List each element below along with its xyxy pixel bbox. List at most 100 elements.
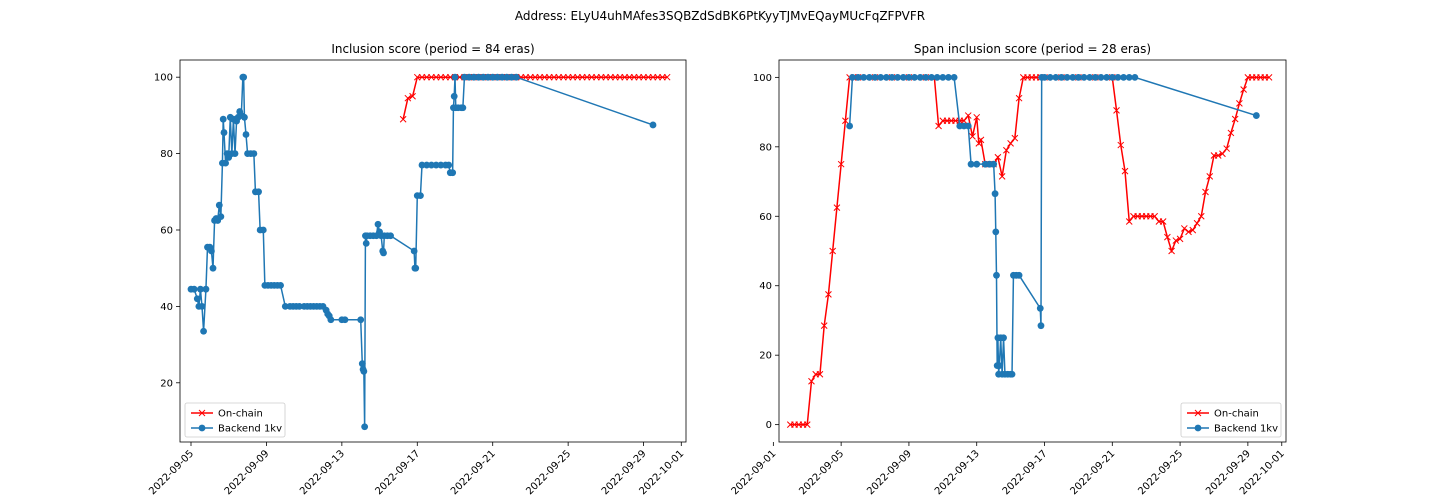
legend-label: Backend 1kv [1214,424,1278,435]
x-tick-label: 2022-09-05 [147,448,196,497]
data-point [1007,139,1014,147]
data-point [1202,188,1209,196]
data-point [432,161,440,169]
data-point [894,73,902,81]
data-point [1223,145,1231,152]
x-tick-label: 2022-09-13 [933,448,982,497]
data-point [950,73,958,81]
data-point [564,73,572,81]
data-point [1086,73,1094,81]
legend-marker [198,409,206,417]
data-point [849,73,856,81]
data-point [860,73,868,81]
data-point [545,73,553,81]
data-point [975,139,983,147]
data-point [1120,73,1127,81]
data-point [922,73,930,81]
data-point [1185,228,1192,236]
data-point [659,73,666,81]
onchain-series [786,74,1273,428]
data-point [1003,146,1010,154]
data-point [973,160,981,168]
data-point [816,370,824,378]
data-point [1015,94,1023,102]
data-point [829,247,837,255]
data-point [423,161,431,169]
data-point [190,285,198,293]
data-point [461,73,468,81]
data-point [569,73,577,81]
data-point [1069,73,1077,81]
data-point [583,73,591,81]
backend-1kv-series [187,73,657,431]
data-point [990,160,998,168]
data-point [1151,212,1159,220]
data-point [1125,73,1133,81]
data-point [423,73,431,81]
data-point [1180,225,1188,232]
legend: On-chain Backend 1kv [184,402,286,438]
data-point [255,188,262,196]
data-point [437,73,445,81]
data-point [531,73,539,81]
x-tick-label: 2022-09-09 [865,448,914,497]
data-point [649,121,657,129]
backend-1kv-series [846,73,1260,378]
data-point [242,131,250,138]
y-tick-label: 0 [766,420,772,431]
y-tick-label: 100 [154,73,173,84]
data-point [977,136,985,144]
data-point [973,113,981,121]
legend: On-chain Backend 1kv [1180,402,1282,438]
data-point [418,73,426,81]
chart-title: Inclusion score (period = 84 eras) [331,42,534,56]
data-point [1214,152,1222,159]
data-point [888,73,896,81]
y-tick-label: 80 [759,142,772,153]
data-point [445,161,453,169]
data-point [374,220,382,228]
data-point [198,302,206,310]
data-point [644,73,652,81]
data-point [1125,218,1133,225]
legend-label: On-chain [1214,409,1259,420]
data-point [882,73,890,81]
x-tick-label: 2022-09-01 [730,448,779,497]
data-point [219,115,227,123]
x-tick-label: 2022-09-17 [1001,448,1050,497]
y-tick-label: 80 [160,149,173,160]
legend-marker [1194,424,1202,432]
data-point [197,285,204,293]
data-point [193,295,201,303]
data-point [1252,112,1260,119]
data-point [240,73,248,81]
data-point [578,73,586,81]
data-point [1103,73,1111,81]
data-point [991,190,999,198]
data-point [1176,235,1184,243]
data-point [1074,73,1082,81]
data-point [574,73,581,81]
data-point [1008,370,1016,378]
data-point [362,239,370,247]
data-point [842,117,849,125]
data-point [1172,237,1180,244]
data-point [616,73,624,81]
data-point [250,150,258,157]
data-point [508,73,515,81]
x-tick-label: 2022-09-09 [223,448,272,497]
data-point [1036,304,1044,312]
y-tick-label: 40 [160,302,173,313]
data-point [399,115,407,123]
data-point [1046,73,1054,81]
plot-frame [179,59,687,443]
data-point [410,247,418,255]
data-point [202,285,210,293]
data-point [200,327,207,335]
data-point [1063,73,1071,81]
y-tick-label: 20 [160,378,173,389]
data-point [437,161,445,169]
data-point [209,264,217,272]
data-point [1015,271,1023,279]
data-point [808,377,815,385]
